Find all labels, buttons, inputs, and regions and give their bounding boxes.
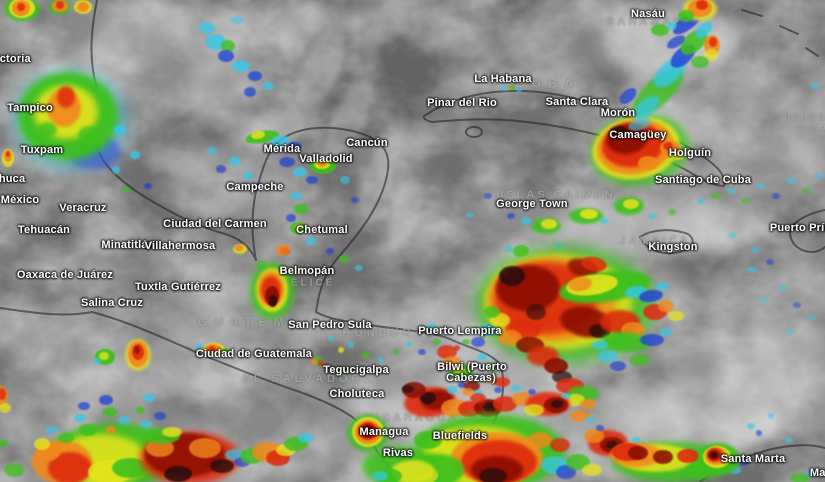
city-label: Minatitlán <box>101 239 155 251</box>
city-label: Maracaibo <box>809 467 825 479</box>
city-label: Tuxpam <box>20 144 64 156</box>
city-label: Tehuacán <box>17 224 71 236</box>
city-label: Oaxaca de Juárez <box>16 269 114 281</box>
city-label: Puerto Lempira <box>418 325 502 337</box>
city-label: Villahermosa <box>144 240 216 252</box>
city-label: Veracruz <box>59 202 107 214</box>
city-label: Chetumal <box>296 224 348 236</box>
city-label: Cancún <box>346 137 388 149</box>
city-label: Valladolid <box>299 153 353 165</box>
city-label: Morón <box>600 107 636 119</box>
city-label: Santa Marta <box>720 453 786 465</box>
city-label: Kingston <box>648 241 698 253</box>
city-label: Holguín <box>668 147 712 159</box>
city-label: Puerto Príncipe <box>769 222 825 234</box>
city-label: Pachuca <box>0 173 26 185</box>
city-label: Ciudad del Carmen <box>163 218 267 230</box>
city-label: Nasáu <box>630 8 666 20</box>
city-label: Rivas <box>382 447 414 459</box>
city-label: Santiago de Cuba <box>654 174 752 186</box>
city-label: Belmopán <box>279 265 335 277</box>
city-label: San Pedro Sula <box>288 319 372 331</box>
city-label: Bilwi (Puerto <box>437 361 507 373</box>
city-label: Ciudad de Guatemala <box>195 348 313 360</box>
city-label: Tegucigalpa <box>323 364 389 376</box>
city-label: Victoria <box>0 53 31 65</box>
city-label: Managua <box>359 426 409 438</box>
city-label: Tuxtla Gutiérrez <box>134 281 222 293</box>
city-label: Camagüey <box>609 129 667 141</box>
city-label: Campeche <box>226 181 284 193</box>
city-label: La Habana <box>474 73 532 85</box>
city-label: Cabezas) <box>446 372 496 384</box>
city-label: Pinar del Rio <box>427 97 497 109</box>
city-label: Choluteca <box>329 388 385 400</box>
city-label: Bluefields <box>432 430 488 442</box>
city-label: Salina Cruz <box>80 297 144 309</box>
city-label: Tampico <box>7 102 53 114</box>
city-label: Mérida <box>263 143 301 155</box>
city-label: Santa Clara <box>545 96 609 108</box>
city-label: George Town <box>496 198 568 210</box>
city-label: México <box>0 194 40 206</box>
